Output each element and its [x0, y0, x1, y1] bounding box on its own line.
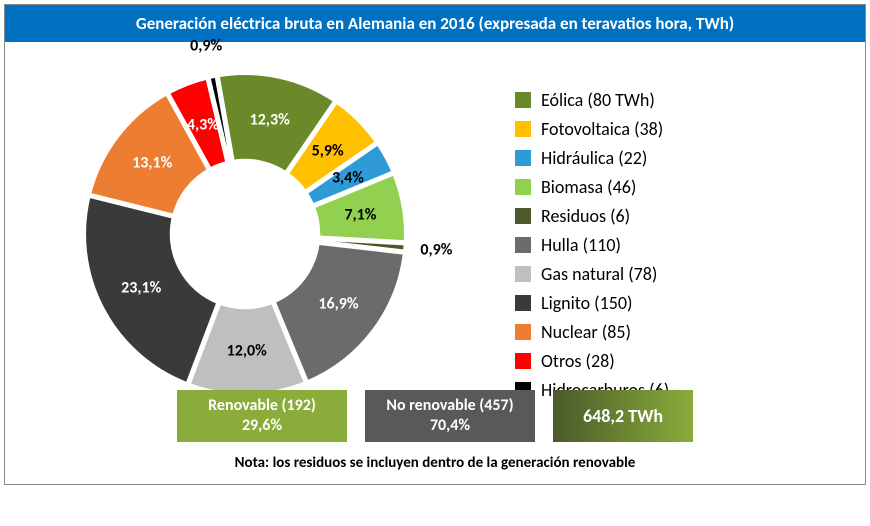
summary-renewable: Renovable (192) 29,6%: [177, 390, 347, 442]
legend-swatch: [515, 92, 531, 108]
summary-nonrenewable: No renovable (457) 70,4%: [365, 390, 535, 442]
footnote: Nota: los residuos se incluyen dentro de…: [5, 454, 865, 472]
legend-label: Lignito (150): [541, 292, 632, 314]
legend-swatch: [515, 150, 531, 166]
legend-item: Nuclear (85): [515, 321, 669, 343]
legend-item: Eólica (80 TWh): [515, 89, 669, 111]
legend-label: Fotovoltaica (38): [541, 118, 663, 140]
legend-label: Hidráulica (22): [541, 147, 647, 169]
legend-label: Biomasa (46): [541, 176, 636, 198]
legend-label: Hulla (110): [541, 234, 621, 256]
slice-pct-label: 12,0%: [227, 342, 267, 361]
donut-chart: 12,3%5,9%3,4%7,1%0,9%16,9%12,0%23,1%13,1…: [75, 64, 415, 404]
legend-item: Hidráulica (22): [515, 147, 669, 169]
legend-swatch: [515, 266, 531, 282]
legend-item: Gas natural (78): [515, 263, 669, 285]
legend-label: Otros (28): [541, 350, 615, 372]
legend-label: Gas natural (78): [541, 263, 657, 285]
summary-renewable-line2: 29,6%: [195, 416, 329, 436]
legend-item: Biomasa (46): [515, 176, 669, 198]
slice-pct-label: 5,9%: [312, 142, 344, 161]
legend-swatch: [515, 353, 531, 369]
summary-row: Renovable (192) 29,6% No renovable (457)…: [5, 390, 865, 442]
slice-pct-label: 13,1%: [132, 153, 172, 172]
summary-total-text: 648,2 TWh: [583, 405, 663, 428]
slice-pct-label: 3,4%: [332, 169, 364, 188]
slice-pct-label: 23,1%: [121, 279, 161, 298]
legend-label: Eólica (80 TWh): [541, 89, 655, 111]
legend: Eólica (80 TWh) Fotovoltaica (38) Hidráuli…: [515, 89, 669, 408]
slice-pct-label: 7,1%: [344, 205, 376, 224]
summary-nonrenewable-line1: No renovable (457): [383, 396, 517, 416]
chart-area: 12,3% 5,9% 3,4% 7,1% 0,9% 16,9% 12,0% 23,1% 13,1…: [5, 44, 865, 484]
slice-pct-label: 12,3%: [250, 110, 290, 129]
slice-pct-label: 16,9%: [318, 295, 358, 314]
slice-pct-label: 0,9%: [420, 241, 452, 260]
legend-swatch: [515, 324, 531, 340]
legend-swatch: [515, 295, 531, 311]
chart-container: Generación eléctrica bruta en Alemania e…: [4, 4, 866, 485]
slice-pct-label: 4,3%: [187, 115, 219, 134]
legend-swatch: [515, 208, 531, 224]
legend-label: Nuclear (85): [541, 321, 631, 343]
slice-pct-label: 0,9%: [190, 36, 222, 55]
legend-item: Residuos (6): [515, 205, 669, 227]
legend-swatch: [515, 121, 531, 137]
legend-swatch: [515, 237, 531, 253]
chart-title: Generación eléctrica bruta en Alemania e…: [5, 5, 865, 44]
legend-swatch: [515, 179, 531, 195]
legend-item: Hulla (110): [515, 234, 669, 256]
summary-nonrenewable-line2: 70,4%: [383, 416, 517, 436]
summary-total: 648,2 TWh: [553, 390, 693, 442]
legend-item: Lignito (150): [515, 292, 669, 314]
legend-item: Fotovoltaica (38): [515, 118, 669, 140]
summary-renewable-line1: Renovable (192): [195, 396, 329, 416]
legend-label: Residuos (6): [541, 205, 630, 227]
legend-item: Otros (28): [515, 350, 669, 372]
